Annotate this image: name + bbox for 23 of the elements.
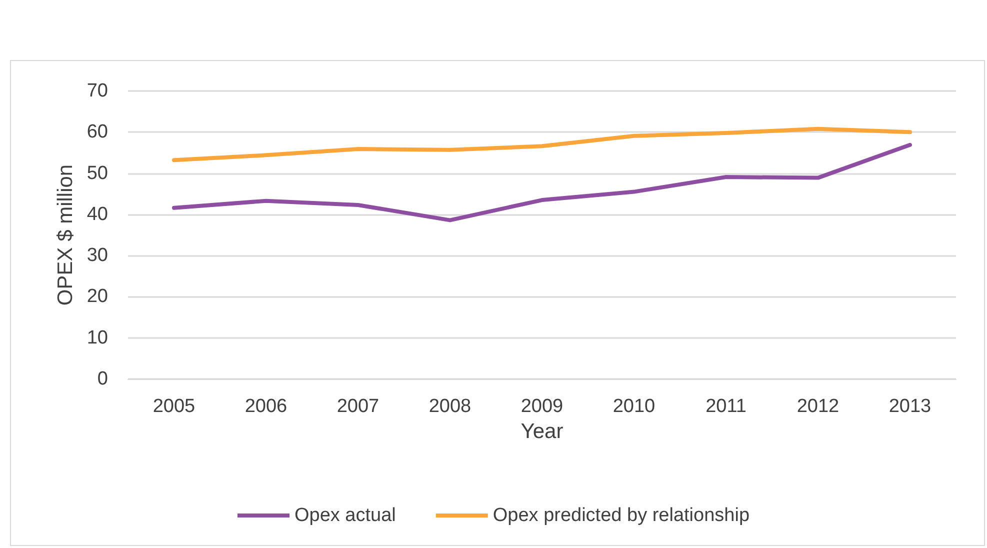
x-tick-label: 2008 bbox=[428, 396, 472, 417]
line-series bbox=[172, 126, 912, 162]
x-tick-label: 2007 bbox=[336, 396, 380, 417]
y-tick-label: 30 bbox=[86, 245, 108, 266]
y-tick-label: 10 bbox=[86, 327, 108, 348]
x-tick-label: 2013 bbox=[888, 396, 932, 417]
y-tick-label: 40 bbox=[86, 204, 108, 225]
y-tick-label: 20 bbox=[86, 286, 108, 308]
x-tick-label: 2012 bbox=[796, 396, 840, 417]
y-axis-title: OPEX $ million bbox=[54, 164, 77, 306]
y-tick-label: 50 bbox=[86, 162, 108, 184]
y-tick-label: 70 bbox=[86, 80, 108, 102]
x-tick-label: 2006 bbox=[244, 396, 288, 417]
line-series bbox=[172, 142, 912, 222]
legend-label: Opex predicted by relationship bbox=[492, 505, 750, 526]
y-tick-label: 0 bbox=[97, 368, 108, 390]
y-tick-label: 60 bbox=[86, 122, 108, 143]
x-tick-label: 2009 bbox=[520, 396, 564, 417]
legend-label: Opex actual bbox=[294, 505, 396, 526]
x-tick-label: 2010 bbox=[612, 396, 656, 417]
x-tick-label: 2005 bbox=[152, 396, 196, 417]
x-axis-title: Year bbox=[520, 420, 564, 443]
x-tick-label: 2011 bbox=[706, 396, 746, 417]
